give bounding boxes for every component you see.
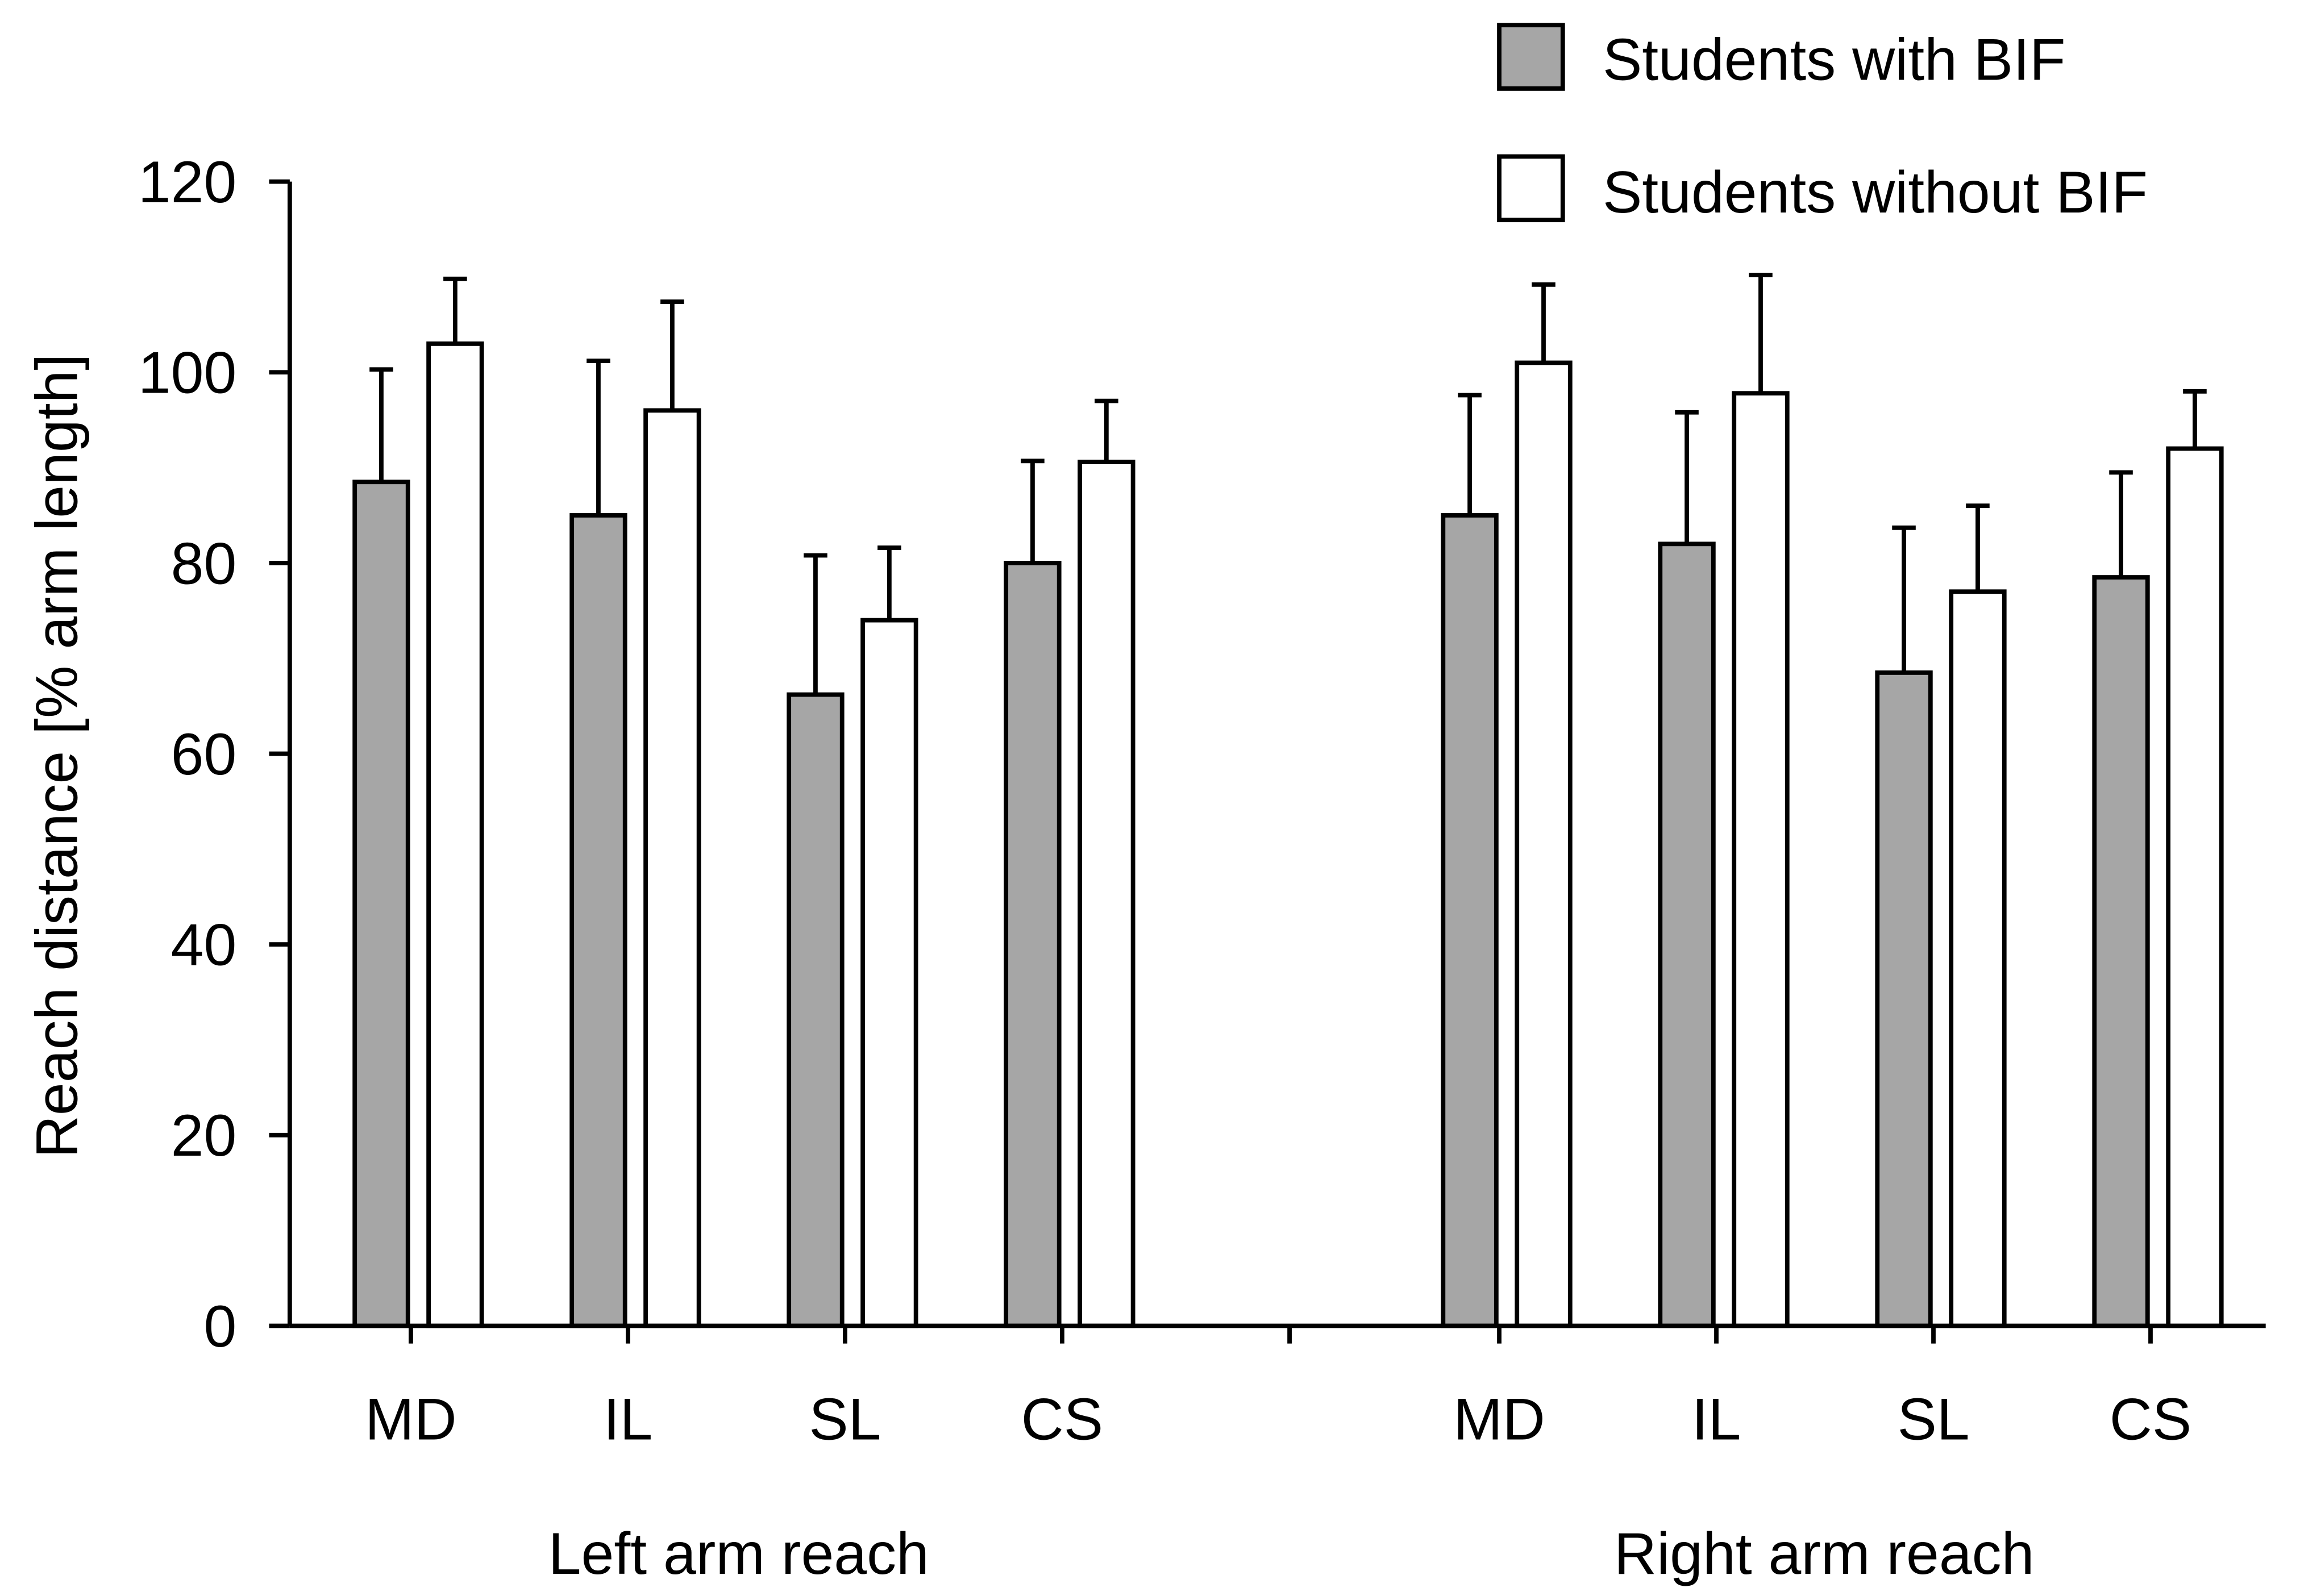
- bar: [1732, 391, 1790, 1328]
- bar: [860, 618, 918, 1328]
- legend-swatch-without-bif: [1497, 154, 1565, 223]
- bar: [1004, 561, 1062, 1328]
- bars: [352, 341, 2224, 1328]
- bar: [1658, 541, 1716, 1328]
- bar: [426, 341, 484, 1328]
- x-group-label: Right arm reach: [1614, 1521, 2034, 1587]
- bar: [1441, 513, 1499, 1328]
- bar: [1949, 589, 2007, 1328]
- bar: [1515, 360, 1573, 1328]
- x-tick-label: SL: [809, 1387, 881, 1453]
- legend-swatch-with-bif: [1497, 23, 1565, 91]
- x-tick-label: IL: [604, 1387, 653, 1453]
- y-tick-label: 120: [138, 149, 236, 215]
- y-tick-label: 100: [138, 340, 236, 406]
- bar: [787, 692, 845, 1328]
- bar: [643, 408, 701, 1328]
- x-group-label: Left arm reach: [548, 1521, 929, 1587]
- y-tick-label: 60: [171, 722, 237, 787]
- legend-label-with-bif: Students with BIF: [1603, 27, 2066, 93]
- legend-label-without-bif: Students without BIF: [1603, 160, 2148, 226]
- y-tick-label: 40: [171, 912, 237, 978]
- bar: [569, 513, 627, 1328]
- y-tick-label: 0: [204, 1294, 237, 1360]
- y-axis-title: Reach distance [% arm length]: [24, 354, 90, 1158]
- x-tick-label: SL: [1897, 1387, 1969, 1453]
- x-tick-label: CS: [1021, 1387, 1103, 1453]
- bar: [1078, 460, 1136, 1328]
- x-tick-label: CS: [2110, 1387, 2191, 1453]
- x-tick-label: MD: [365, 1387, 457, 1453]
- y-axis-ticks: 0 20 40 60 80 100 120: [138, 149, 290, 1360]
- y-tick-label: 20: [171, 1103, 237, 1169]
- bar: [2166, 446, 2224, 1328]
- bar: [2092, 575, 2150, 1328]
- y-tick-label: 80: [171, 531, 237, 597]
- legend: Students with BIF Students without BIF: [1497, 23, 2148, 226]
- bar: [352, 480, 410, 1328]
- x-tick-label: IL: [1692, 1387, 1741, 1453]
- x-axis-labels: MD IL SL CS Left arm reach MD IL SL CS Right arm …: [365, 1387, 2191, 1587]
- x-tick-label: MD: [1453, 1387, 1545, 1453]
- error-bars: [369, 273, 2207, 695]
- bar: [1875, 670, 1933, 1328]
